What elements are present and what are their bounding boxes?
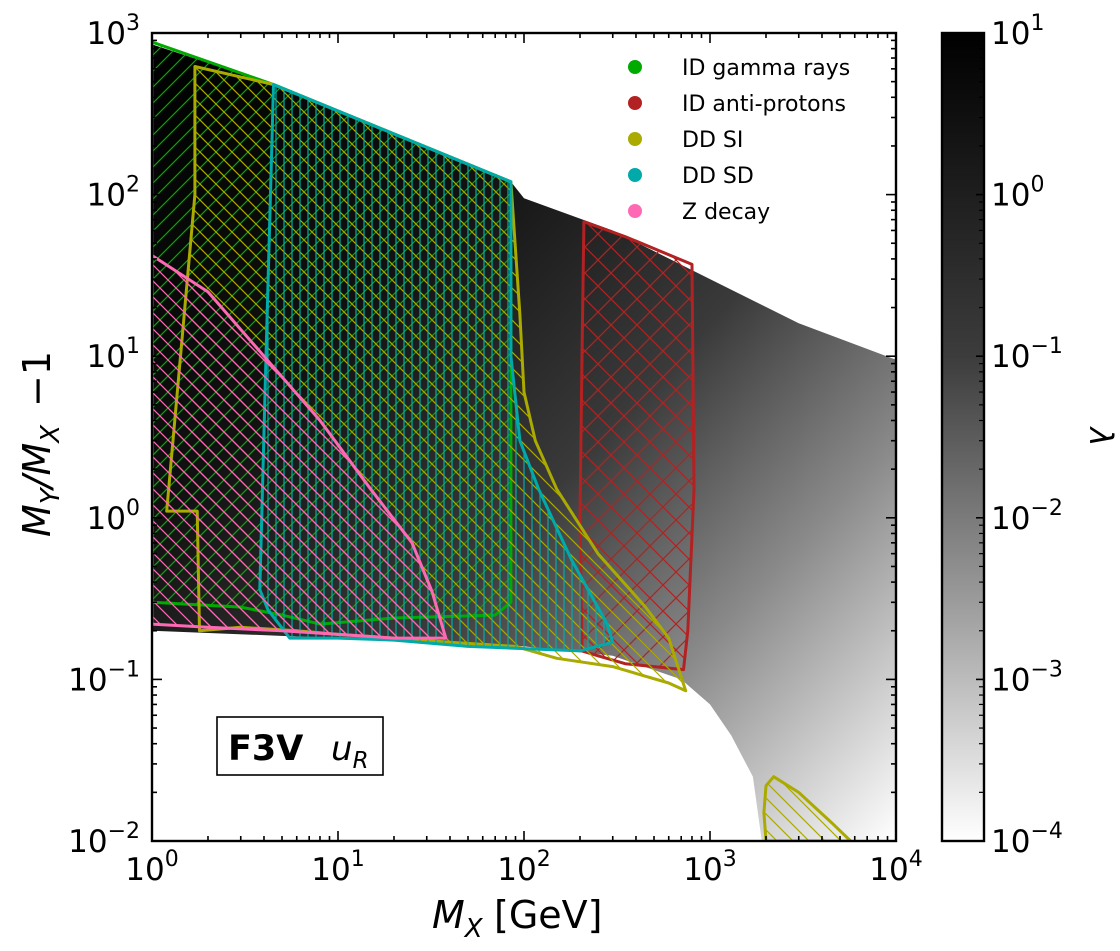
legend-marker	[628, 132, 642, 146]
region-z-decay	[152, 254, 448, 640]
panel-label: F3V	[228, 729, 303, 769]
y-axis-label: MY/MX −1	[15, 351, 66, 537]
x-tick-label: 102	[497, 847, 550, 888]
x-axis-label: MX [GeV]	[432, 893, 602, 944]
colorbar-ticks: 101 100 10−1 10−2 10−3 10−4	[976, 11, 1063, 860]
colorbar-tick-label: 101	[991, 11, 1044, 52]
legend-label: DD SI	[682, 128, 743, 153]
colorbar	[940, 31, 986, 843]
colorbar-tick-label: 10−1	[991, 334, 1063, 375]
y-tick-label: 10−1	[68, 657, 140, 698]
legend-label: ID gamma rays	[682, 56, 850, 81]
y-tick-label: 100	[87, 496, 140, 537]
y-tick-label: 103	[87, 11, 140, 52]
x-tick-label: 103	[683, 847, 736, 888]
region-dd-si-high-mass-	[762, 775, 853, 841]
svg-text:[GeV]: [GeV]	[494, 893, 602, 937]
x-tick-label: 100	[125, 847, 178, 888]
x-tick-label: 101	[311, 847, 364, 888]
legend-label: DD SD	[682, 164, 754, 189]
x-tick-label: 104	[869, 847, 922, 888]
y-tick-label: 101	[87, 334, 140, 375]
colorbar-tick-label: 10−4	[991, 819, 1063, 860]
legend-label: ID anti-protons	[682, 92, 846, 117]
panel-label-box: F3V uR	[216, 716, 384, 776]
legend-marker	[628, 168, 642, 182]
colorbar-tick-label: 10−3	[991, 657, 1063, 698]
colorbar-tick-label: 100	[991, 173, 1044, 214]
svg-text:−1: −1	[15, 351, 59, 407]
y-tick-label: 102	[87, 173, 140, 214]
svg-text:MX: MX	[432, 893, 484, 944]
constraint-regions	[152, 40, 853, 841]
svg-text:MY/MX: MY/MX	[15, 424, 66, 537]
legend: ID gamma rays ID anti-protons DD SI DD SD Z …	[628, 56, 850, 225]
legend-marker	[628, 204, 642, 218]
legend-marker	[628, 96, 642, 110]
colorbar-label: λ	[1082, 426, 1120, 447]
colorbar-tick-label: 10−2	[991, 496, 1063, 537]
legend-label: Z decay	[682, 200, 770, 225]
legend-marker	[628, 60, 642, 74]
